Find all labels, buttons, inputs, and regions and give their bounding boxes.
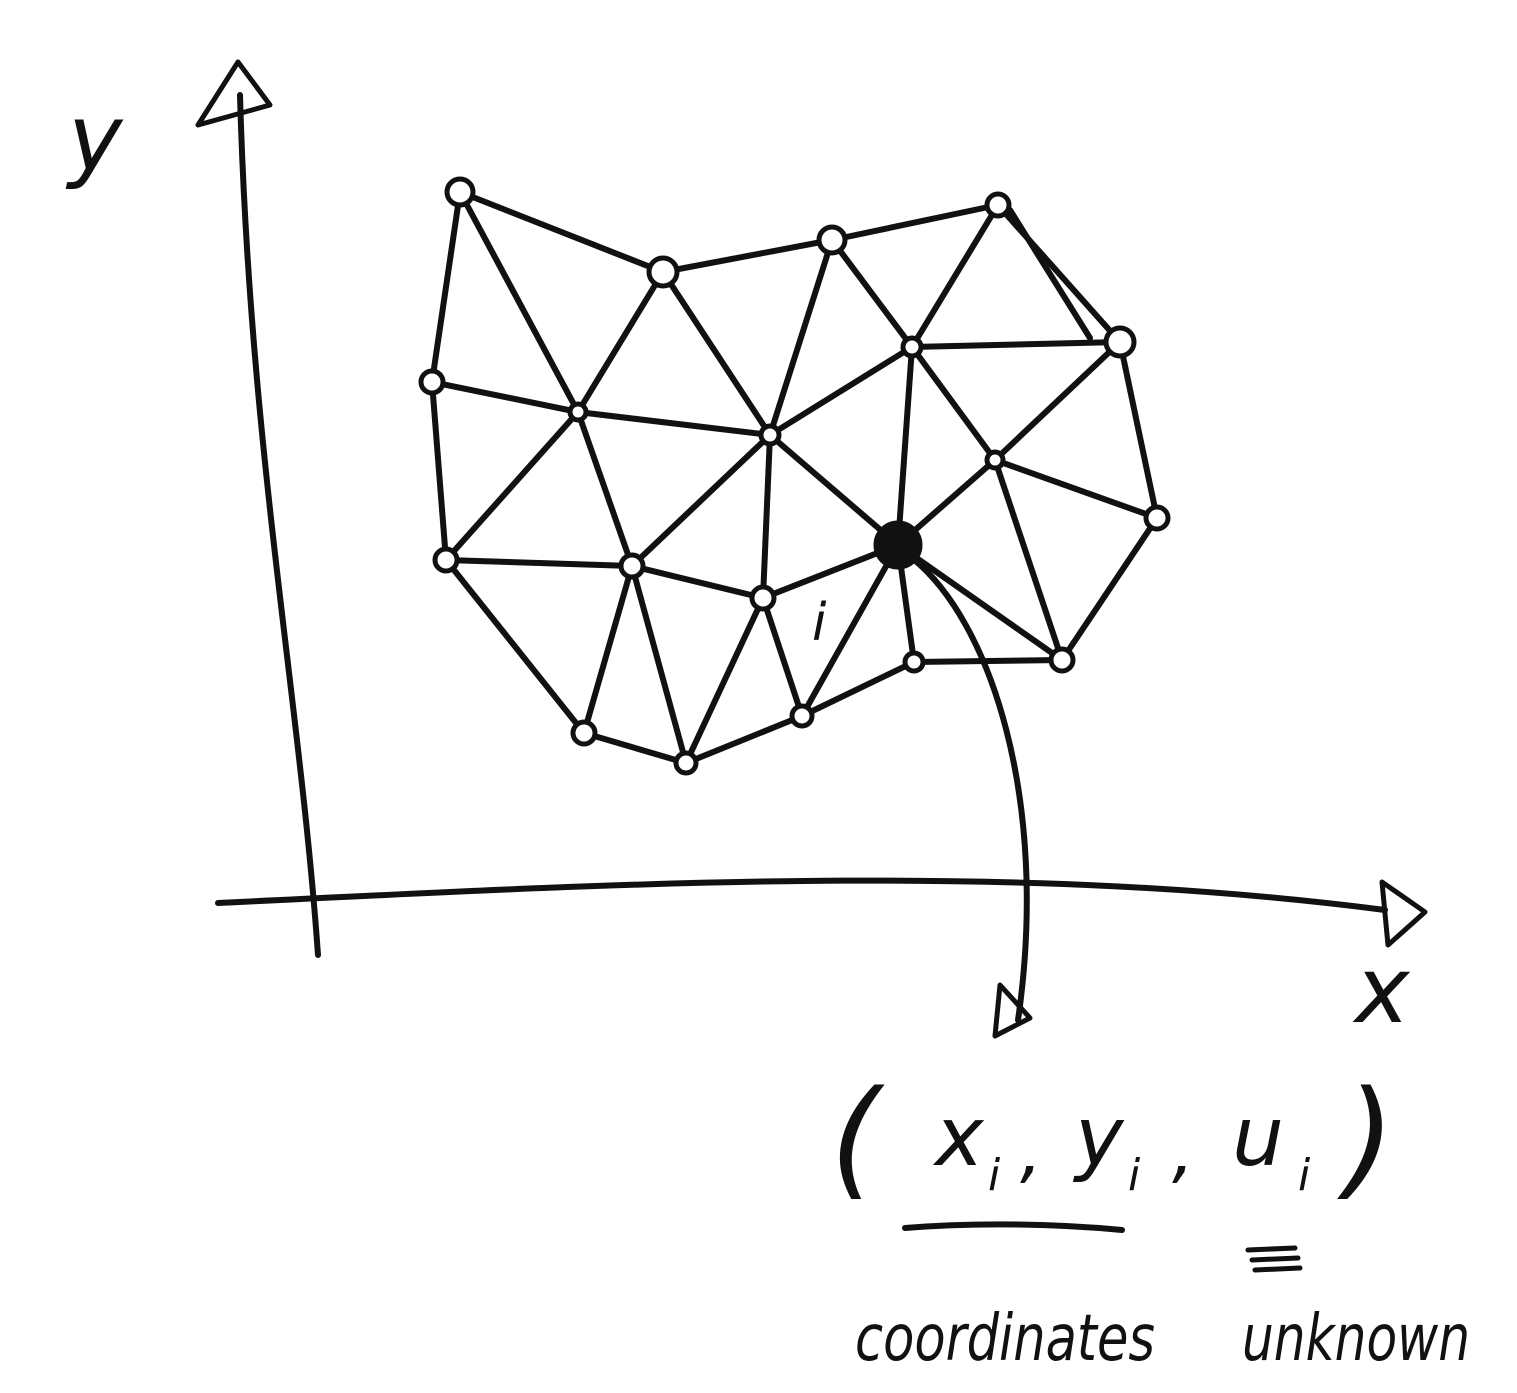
arrow-curve: [909, 555, 1030, 1023]
mesh-node: [1143, 504, 1171, 532]
tuple-sep-1: ,: [1020, 1110, 1042, 1192]
mesh-node: [816, 224, 848, 256]
tuple-annotation: ( x i , y i , u i ) coordinates unknown: [830, 1064, 1470, 1376]
mesh-node: [902, 650, 926, 674]
tuple-x: x: [932, 1090, 985, 1185]
mesh-nodes: [418, 176, 1171, 776]
y-axis-arrowhead: [195, 59, 273, 128]
arrow-head: [992, 982, 1033, 1039]
mesh-node-i: [873, 520, 923, 570]
mesh-node: [1103, 325, 1137, 359]
mesh-node: [567, 401, 589, 423]
mesh-node: [444, 176, 476, 208]
unknown-marker: [1245, 1245, 1303, 1273]
mesh-node: [432, 546, 460, 574]
mesh-node: [984, 449, 1006, 471]
x-axis-label: x: [1352, 937, 1411, 1044]
mesh-node: [749, 584, 777, 612]
node-i-label: i: [812, 593, 827, 653]
axes: y x: [65, 59, 1428, 1044]
tuple-u-sub: i: [1298, 1150, 1311, 1201]
mesh-node: [1048, 646, 1076, 674]
tuple-sep-2: ,: [1172, 1110, 1194, 1192]
node-to-tuple-arrow: [909, 555, 1033, 1039]
mesh-node: [418, 368, 446, 396]
mesh-node: [570, 719, 598, 747]
tuple-u: u: [1232, 1090, 1284, 1185]
tuple-y: y: [1072, 1090, 1125, 1185]
tuple-open-paren: (: [830, 1064, 885, 1213]
tuple-x-sub: i: [988, 1150, 1001, 1201]
mesh-node: [900, 335, 924, 359]
mesh-edges: [429, 189, 1160, 766]
mesh-node: [758, 423, 782, 447]
y-axis-line: [237, 92, 321, 958]
mesh-node: [789, 703, 815, 729]
mesh-node: [984, 191, 1012, 219]
mesh-node: [618, 552, 646, 580]
tuple-close-paren: ): [1337, 1064, 1395, 1213]
y-axis-label: y: [65, 85, 124, 192]
unknown-note: unknown: [1242, 1302, 1470, 1376]
mesh-node: [646, 255, 680, 289]
x-axis-arrowhead: [1379, 879, 1428, 948]
tuple-y-sub: i: [1128, 1150, 1141, 1201]
mesh-node: [673, 750, 699, 776]
coordinates-note: coordinates: [855, 1302, 1155, 1376]
coordinates-underline: [902, 1221, 1125, 1233]
x-axis-line: [215, 877, 1388, 913]
